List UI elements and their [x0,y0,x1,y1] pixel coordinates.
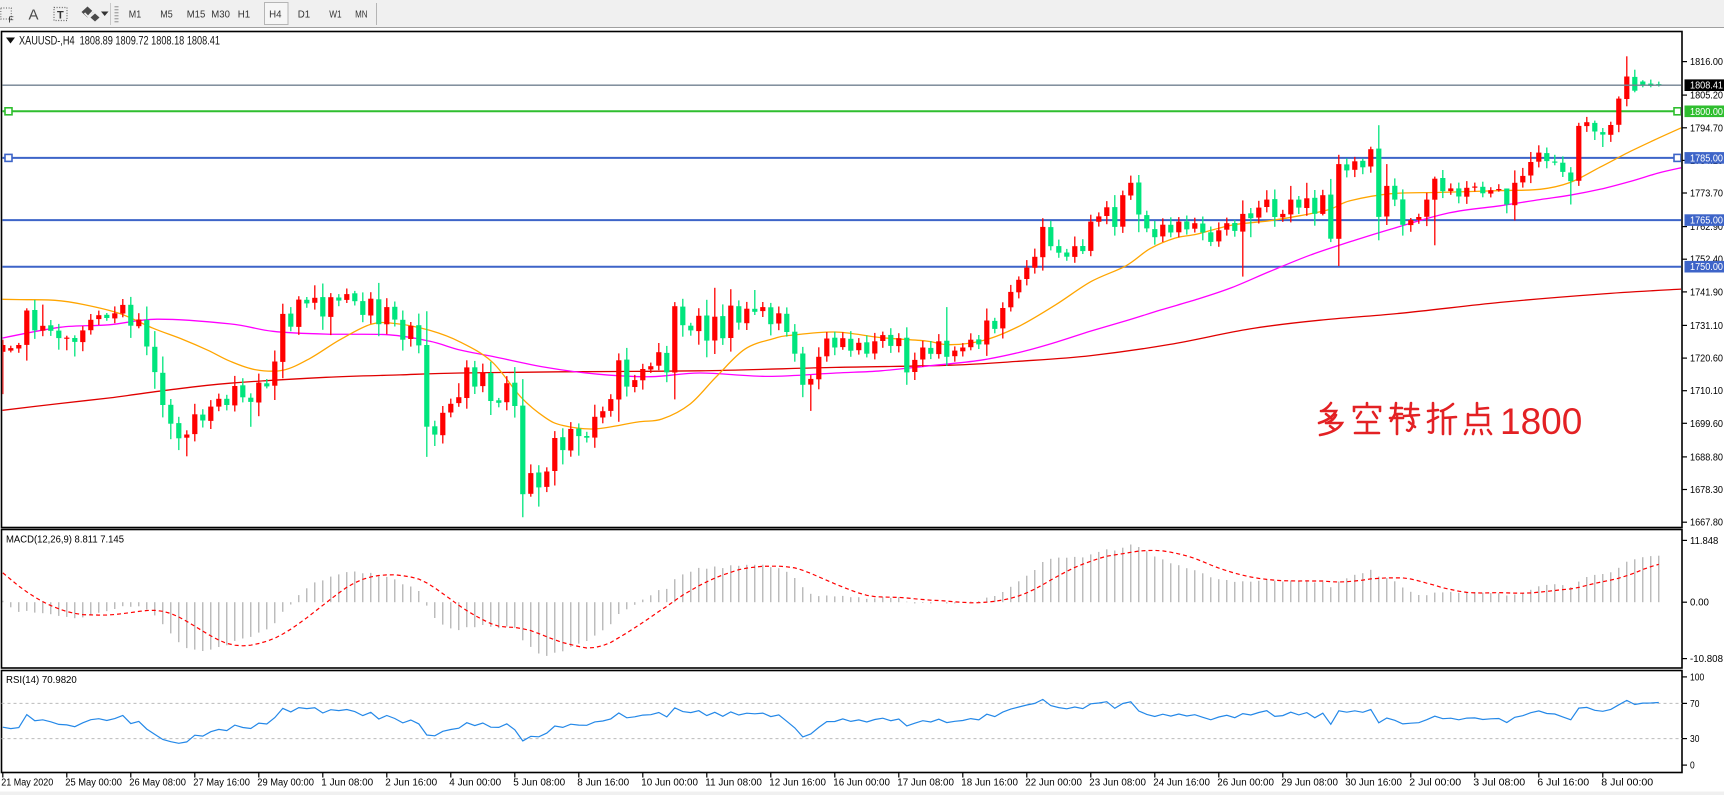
svg-text:F: F [9,15,14,25]
svg-text:-10.808: -10.808 [1690,654,1723,665]
svg-text:A: A [29,7,39,24]
svg-text:1699.60: 1699.60 [1690,419,1723,430]
svg-text:3 Jul 08:00: 3 Jul 08:00 [1473,778,1525,789]
svg-text:22 Jun 00:00: 22 Jun 00:00 [1025,778,1082,789]
svg-text:25 May 00:00: 25 May 00:00 [65,778,122,789]
svg-text:W1: W1 [329,9,342,21]
svg-text:MACD(12,26,9) 8.811 7.145: MACD(12,26,9) 8.811 7.145 [6,535,124,546]
svg-text:XAUUSD-,H4 1808.89 1809.72 18: XAUUSD-,H4 1808.89 1809.72 1808.18 1808.… [19,36,220,48]
svg-text:1750.00: 1750.00 [1690,262,1723,273]
svg-text:18 Jun 16:00: 18 Jun 16:00 [961,778,1018,789]
svg-text:8 Jul 00:00: 8 Jul 00:00 [1601,778,1653,789]
svg-text:2 Jul 00:00: 2 Jul 00:00 [1409,778,1461,789]
svg-text:0: 0 [1690,761,1695,772]
svg-text:11 Jun 08:00: 11 Jun 08:00 [705,778,762,789]
svg-text:H4: H4 [269,9,282,21]
svg-text:8 Jun 16:00: 8 Jun 16:00 [577,778,629,789]
svg-text:RSI(14) 70.9820: RSI(14) 70.9820 [6,675,77,686]
svg-text:1785.00: 1785.00 [1690,153,1723,164]
svg-text:0.00: 0.00 [1690,598,1709,609]
svg-text:21 May 2020: 21 May 2020 [1,778,53,789]
svg-text:1800.00: 1800.00 [1690,107,1723,118]
svg-text:1710.10: 1710.10 [1690,386,1723,397]
svg-text:H1: H1 [238,9,251,21]
svg-text:1678.30: 1678.30 [1690,485,1723,496]
svg-text:1800: 1800 [1500,401,1582,442]
svg-text:1805.20: 1805.20 [1690,91,1723,102]
svg-text:1794.70: 1794.70 [1690,123,1723,134]
svg-text:1816.00: 1816.00 [1690,57,1723,68]
svg-text:1808.41: 1808.41 [1690,81,1723,92]
svg-text:26 May 08:00: 26 May 08:00 [129,778,186,789]
svg-text:M5: M5 [160,9,173,21]
svg-text:M1: M1 [129,9,142,21]
svg-text:27 May 16:00: 27 May 16:00 [193,778,250,789]
svg-text:26 Jun 00:00: 26 Jun 00:00 [1217,778,1274,789]
svg-text:23 Jun 08:00: 23 Jun 08:00 [1089,778,1146,789]
svg-text:30: 30 [1690,734,1700,745]
svg-text:100: 100 [1690,672,1705,683]
svg-text:D1: D1 [298,9,311,21]
svg-text:1 Jun 08:00: 1 Jun 08:00 [321,778,373,789]
svg-text:17 Jun 08:00: 17 Jun 08:00 [897,778,954,789]
svg-text:1765.00: 1765.00 [1690,216,1723,227]
svg-text:2 Jun 16:00: 2 Jun 16:00 [385,778,437,789]
svg-text:MN: MN [355,9,367,21]
svg-text:4 Jun 00:00: 4 Jun 00:00 [449,778,501,789]
svg-text:1773.70: 1773.70 [1690,189,1723,200]
svg-text:6 Jul 16:00: 6 Jul 16:00 [1537,778,1589,789]
svg-text:1688.80: 1688.80 [1690,452,1723,463]
svg-text:29 May 00:00: 29 May 00:00 [257,778,314,789]
svg-text:1667.80: 1667.80 [1690,518,1723,529]
svg-text:T: T [57,10,64,22]
svg-text:11.848: 11.848 [1690,536,1719,547]
svg-text:16 Jun 00:00: 16 Jun 00:00 [833,778,890,789]
svg-text:1731.10: 1731.10 [1690,321,1723,332]
svg-text:24 Jun 16:00: 24 Jun 16:00 [1153,778,1210,789]
svg-text:29 Jun 08:00: 29 Jun 08:00 [1281,778,1338,789]
svg-text:1720.60: 1720.60 [1690,354,1723,365]
svg-text:1741.90: 1741.90 [1690,287,1723,298]
svg-text:M30: M30 [211,9,230,21]
svg-text:30 Jun 16:00: 30 Jun 16:00 [1345,778,1402,789]
svg-text:5 Jun 08:00: 5 Jun 08:00 [513,778,565,789]
svg-text:70: 70 [1690,699,1700,710]
svg-text:10 Jun 00:00: 10 Jun 00:00 [641,778,698,789]
svg-text:M15: M15 [187,9,206,21]
svg-text:12 Jun 16:00: 12 Jun 16:00 [769,778,826,789]
